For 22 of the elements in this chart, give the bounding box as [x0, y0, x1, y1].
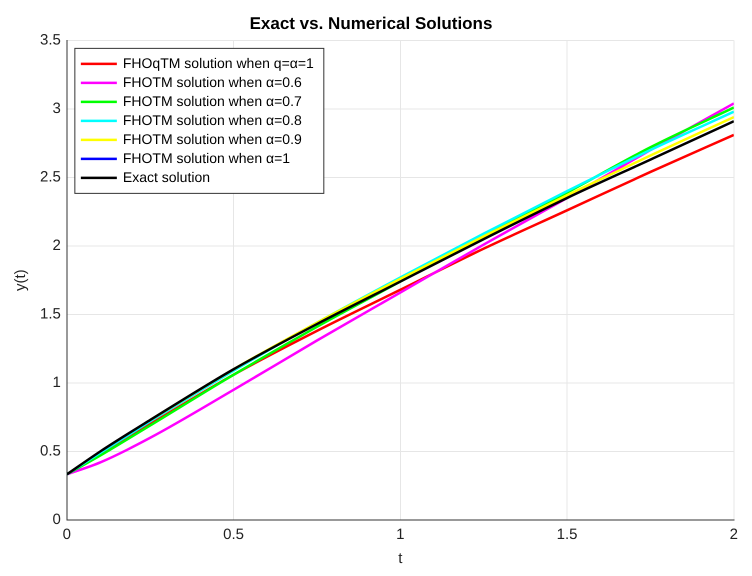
- y-tick-label: 0.5: [40, 442, 61, 460]
- x-tick-label: 0.5: [223, 526, 244, 544]
- chart-title: Exact vs. Numerical Solutions: [250, 14, 492, 33]
- y-tick-label: 1.5: [40, 306, 61, 323]
- legend-label: FHOqTM solution when q=α=1: [122, 54, 314, 71]
- y-axis-title: y(t): [12, 269, 30, 292]
- y-tick-label: 3.5: [40, 32, 61, 49]
- x-axis-title: t: [398, 550, 404, 568]
- legend-label: FHOTM solution when α=0.6: [122, 74, 302, 90]
- legend-label: FHOTM solution when α=0.7: [122, 92, 302, 109]
- y-tick-label: 1: [52, 374, 61, 392]
- legend-label: FHOTM solution when α=0.8: [122, 112, 302, 128]
- legend-label: Exact solution: [122, 168, 210, 185]
- x-tick-label: 1.5: [556, 526, 578, 544]
- legend-label: FHOTM solution when α=0.9: [122, 130, 302, 147]
- y-tick-label: 0: [52, 511, 61, 528]
- y-tick-label: 2.5: [40, 168, 61, 186]
- x-tick-label: 2: [730, 526, 738, 544]
- y-tick-label: 3: [52, 100, 61, 118]
- x-tick-label: 1: [396, 526, 405, 544]
- y-tick-label: 2: [52, 237, 61, 254]
- legend-label: FHOTM solution when α=1: [122, 150, 290, 166]
